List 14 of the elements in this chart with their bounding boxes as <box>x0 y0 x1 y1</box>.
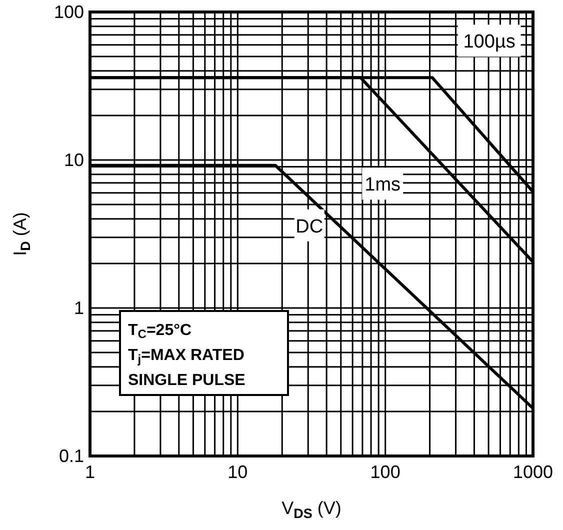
series-label: 1ms <box>364 174 401 196</box>
x-tick-label: 100 <box>370 462 400 482</box>
text: 100µs <box>463 32 516 53</box>
x-axis-title: V$_{DS}$ (V) <box>282 498 342 520</box>
x-tick-label: 1000 <box>512 462 554 482</box>
y-tick-label: 0.1 <box>58 446 84 466</box>
x-tick-label: 10 <box>228 462 248 482</box>
series-label: DC <box>296 216 324 238</box>
annotation: T$_{C}$=25°C <box>128 322 192 341</box>
annotation: SINGLE PULSE <box>128 372 246 389</box>
y-tick-label: 10 <box>64 150 84 170</box>
annotation: T$_{j}$=MAX RATED <box>128 347 244 366</box>
y-tick-label: 100 <box>54 2 84 22</box>
y-tick-label: 1 <box>74 298 84 318</box>
